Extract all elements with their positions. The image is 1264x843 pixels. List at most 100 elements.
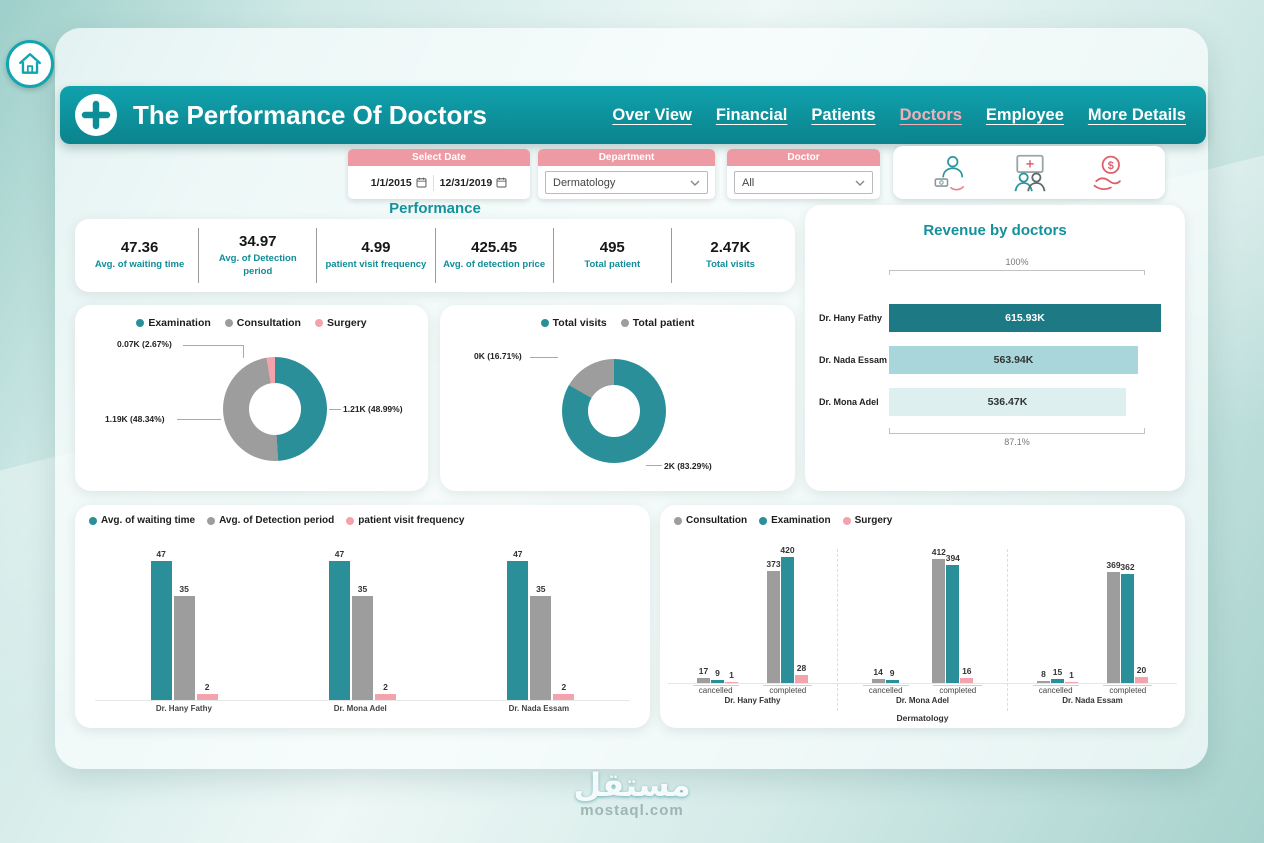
bar-consultation-cancelled[interactable]: 14: [871, 667, 885, 683]
bar-surgery-cancelled[interactable]: 1: [1065, 670, 1078, 683]
bar-value-label: 2: [204, 682, 210, 693]
bar-examination-completed[interactable]: 362: [1120, 562, 1135, 683]
bar-patient-visit-frequency-dr-hany-fathy[interactable]: 2: [196, 682, 218, 700]
hand-dollar-button[interactable]: $: [1089, 153, 1129, 193]
label-leader-line: [243, 345, 244, 358]
bar-consultation-completed[interactable]: 369: [1106, 560, 1121, 683]
watermark-site-text: mostaql.com: [580, 802, 684, 819]
visits-donut-chart[interactable]: [562, 359, 666, 463]
home-button[interactable]: [6, 40, 54, 88]
bar-avg-of-detection-period-dr-mona-adel[interactable]: 35: [351, 584, 373, 700]
bar-value-label: 35: [357, 584, 368, 595]
revenue-bar-dr-nada-essam[interactable]: 563.94K: [889, 346, 1139, 374]
status-plot: 17 9 1 373 420 28 cancelled completed Dr. Hany F…: [668, 545, 1177, 711]
bar-surgery-completed[interactable]: 28: [795, 663, 808, 683]
cluster-cancelled-dr-mona-adel: 14 9: [871, 667, 899, 683]
bar-value-label: 1: [729, 670, 734, 680]
doctor-group-dr-hany-fathy: 17 9 1 373 420 28 cancelled completed Dr. Hany F…: [668, 545, 837, 711]
bar-value-label: 47: [156, 548, 166, 559]
bar-value-label: 20: [1136, 665, 1147, 675]
doctor-payment-icon: [934, 155, 964, 190]
legend-item-consultation: Consultation: [674, 515, 747, 526]
bar-value-label: 35: [179, 584, 189, 595]
slice-label-total-visits: 2K (83.29%): [664, 461, 712, 471]
doctor-name-label: Dr. Mona Adel: [895, 696, 950, 705]
legend-item-examination: Examination: [136, 317, 211, 329]
revenue-bar-dr-mona-adel[interactable]: 536.47K: [889, 388, 1126, 416]
revenue-bar-track: 615.93K: [889, 304, 1161, 332]
kpi-value: 47.36: [120, 239, 159, 257]
kpi-card: 47.36 Avg. of waiting time 34.97 Avg. of De…: [75, 219, 795, 292]
bar-avg-of-waiting-time-dr-hany-fathy[interactable]: 47: [150, 549, 172, 700]
bar-surgery-cancelled[interactable]: 1: [725, 670, 738, 683]
cluster-completed-dr-mona-adel: 412 394 16: [932, 547, 974, 683]
legend-item-surgery: Surgery: [842, 515, 892, 526]
bar-surgery-completed[interactable]: 20: [1135, 665, 1148, 683]
kpi-avg-of-waiting-time: 47.36 Avg. of waiting time: [81, 228, 198, 283]
start-date-field[interactable]: 1/1/2015: [371, 177, 427, 189]
legend-dot: [136, 319, 145, 327]
nav-link-over-view[interactable]: Over View: [612, 105, 692, 124]
medical-cross-icon: [75, 94, 117, 136]
bar-value-label: 369: [1106, 560, 1121, 571]
bar-consultation-completed[interactable]: 373: [766, 559, 781, 683]
bar-examination-cancelled[interactable]: 9: [711, 668, 724, 683]
status-label-completed: completed: [1103, 685, 1153, 695]
status-row: cancelled completed: [838, 685, 1007, 695]
bar-avg-of-detection-period-dr-nada-essam[interactable]: 35: [530, 584, 552, 700]
legend-dot: [89, 516, 97, 525]
bar-surgery-completed[interactable]: 16: [960, 666, 974, 683]
kpi-total-visits: 2.47K Total visits: [670, 228, 789, 283]
bar-value-label: 394: [945, 552, 960, 563]
department-dropdown[interactable]: Dermatology: [545, 171, 708, 194]
metrics-plot: 47 35 2 47 35 2 47 35 2: [95, 549, 630, 701]
nav-link-doctors[interactable]: Doctors: [899, 105, 962, 124]
nav-link-employee[interactable]: Employee: [985, 105, 1064, 124]
status-label-cancelled: cancelled: [1032, 685, 1079, 695]
legend-label: Surgery: [326, 317, 367, 329]
bar-avg-of-detection-period-dr-hany-fathy[interactable]: 35: [173, 584, 195, 700]
bar-patient-visit-frequency-dr-nada-essam[interactable]: 2: [553, 682, 575, 700]
revenue-doctor-label: Dr. Hany Fathy: [819, 313, 883, 323]
legend-item-total-visits: Total visits: [540, 317, 607, 329]
end-date-field[interactable]: 12/31/2019: [440, 177, 508, 189]
kpi-avg-of-detection-price: 425.45 Avg. of detection price: [434, 228, 553, 283]
nav-link-patients[interactable]: Patients: [811, 105, 876, 124]
label-leader-line: [329, 409, 341, 410]
bar-value-label: 1: [1069, 670, 1074, 680]
services-donut-chart[interactable]: [223, 357, 327, 461]
legend-dot: [207, 516, 216, 525]
donut-hole: [249, 383, 301, 435]
bar-consultation-cancelled[interactable]: 17: [697, 666, 710, 683]
bar-examination-completed[interactable]: 420: [780, 545, 795, 683]
bar-avg-of-waiting-time-dr-mona-adel[interactable]: 47: [328, 549, 350, 700]
bar-patient-visit-frequency-dr-mona-adel[interactable]: 2: [374, 682, 396, 700]
home-icon: [19, 53, 41, 74]
medical-team-button[interactable]: [1008, 153, 1052, 193]
revenue-bar-dr-hany-fathy[interactable]: 615.93K: [889, 304, 1161, 332]
date-filter-label: Select Date: [348, 149, 530, 166]
bar-value-label: 412: [931, 547, 946, 558]
nav-link-financial[interactable]: Financial: [715, 105, 788, 124]
bar-examination-completed[interactable]: 394: [946, 553, 960, 683]
page-title: The Performance Of Doctors: [133, 99, 487, 130]
nav-link-more-details[interactable]: More Details: [1087, 105, 1186, 124]
quick-icons-card: $: [893, 146, 1165, 199]
axis-min-label: 87.1%: [1004, 437, 1030, 447]
bar-value-label: 362: [1120, 562, 1135, 573]
bar-consultation-completed[interactable]: 412: [932, 547, 946, 683]
bar-consultation-cancelled[interactable]: 8: [1037, 669, 1050, 683]
bar-avg-of-waiting-time-dr-nada-essam[interactable]: 47: [507, 549, 529, 700]
legend-dot: [314, 319, 323, 327]
doctor-dropdown[interactable]: All: [734, 171, 873, 194]
legend-label: Examination: [148, 317, 211, 329]
bar-examination-cancelled[interactable]: 9: [885, 668, 899, 683]
bar-examination-cancelled[interactable]: 15: [1051, 667, 1064, 683]
calendar-icon: [496, 177, 507, 188]
label-leader-line: [530, 357, 558, 358]
watermark-arabic-text: مستقل: [573, 766, 691, 804]
end-date-value: 12/31/2019: [439, 176, 493, 189]
revenue-axis-bottom: 87.1%: [889, 428, 1145, 447]
legend-item-avg-of-detection-period: Avg. of Detection period: [207, 515, 334, 526]
doctor-payment-button[interactable]: [930, 153, 972, 193]
